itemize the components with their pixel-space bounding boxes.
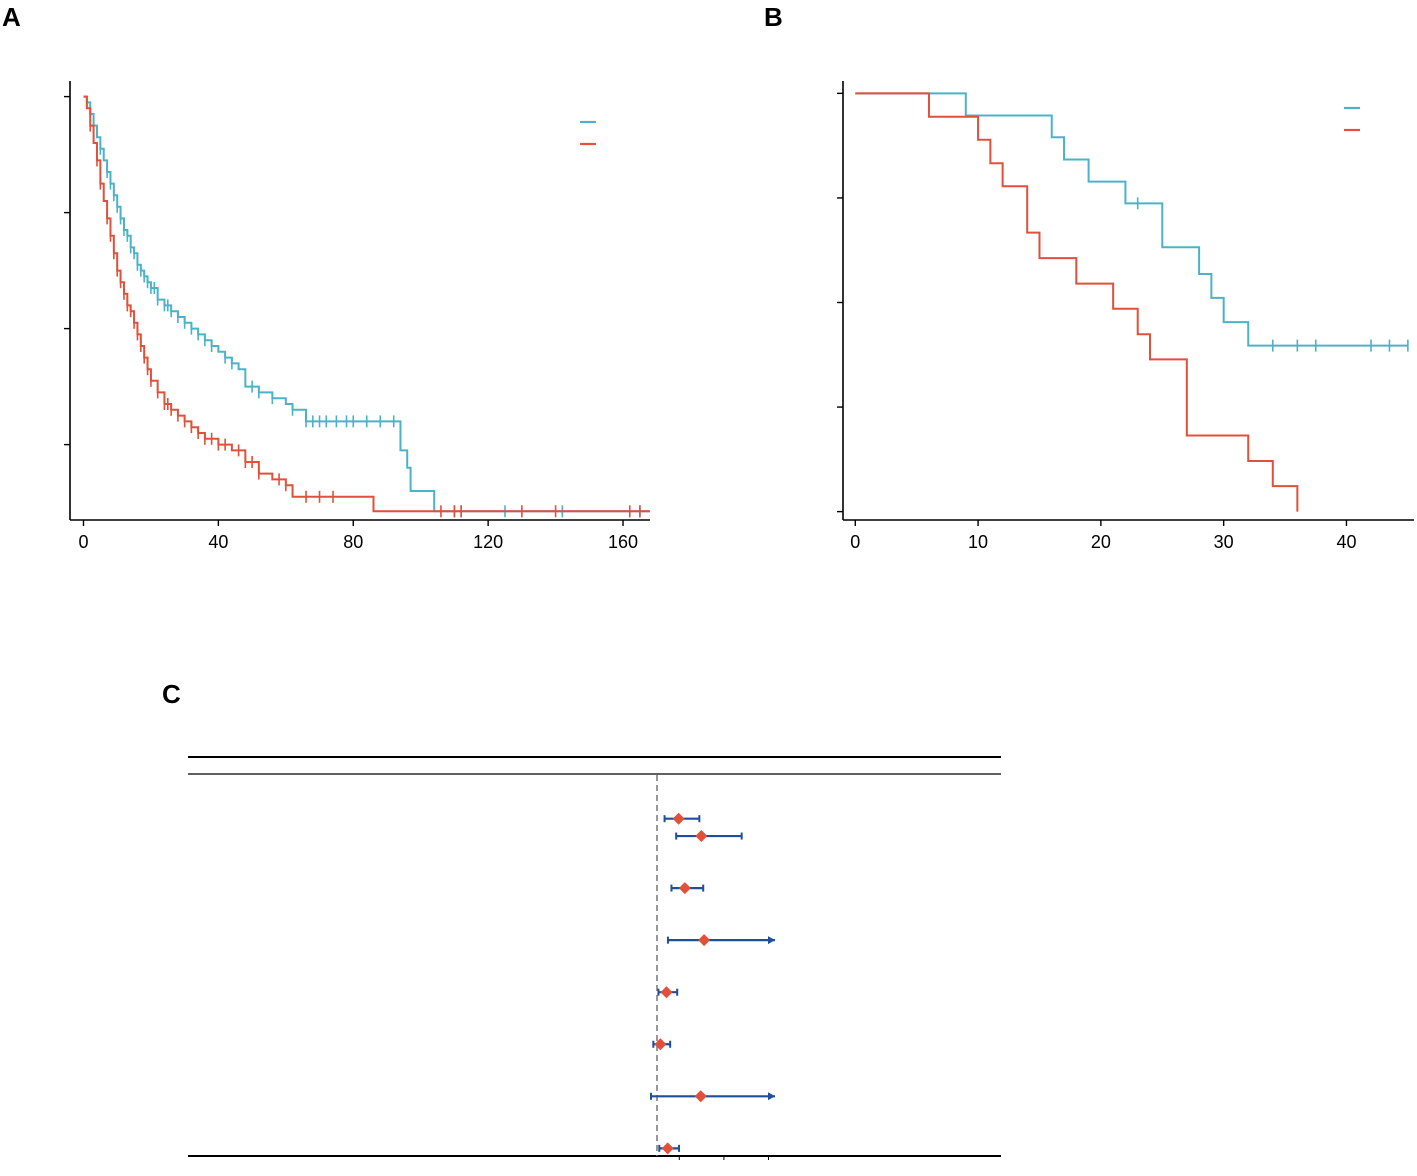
x-tick-label: 40 — [1336, 532, 1356, 552]
hr-point — [695, 830, 708, 843]
x-tick-label: 160 — [608, 532, 638, 552]
hr-point — [660, 986, 673, 999]
survival-curve-high — [855, 92, 1299, 512]
x-tick-label: 120 — [473, 532, 503, 552]
x-tick-label: 0 — [78, 532, 88, 552]
survival-curve-low — [855, 92, 1408, 347]
ci-arrow — [768, 936, 775, 945]
hr-point — [698, 934, 711, 947]
x-tick-label: 30 — [1214, 532, 1234, 552]
panel-label-b: B — [764, 2, 783, 32]
x-tick-label: 0 — [850, 532, 860, 552]
x-tick-label: 20 — [1091, 532, 1111, 552]
ci-arrow — [768, 1092, 775, 1101]
panel-label-c: C — [162, 679, 181, 709]
x-tick-label: 80 — [343, 532, 363, 552]
hr-point — [654, 1038, 667, 1051]
panel-label-a: A — [2, 2, 21, 32]
km-plot-panel-b: 0 10 20 30 40 — [837, 81, 1414, 552]
hr-point — [694, 1090, 707, 1103]
hr-point — [672, 812, 685, 825]
forest-plot — [188, 756, 1001, 1160]
hr-point — [661, 1142, 674, 1155]
km-plot-overall-survival: 0 40 80 120 160 — [64, 81, 650, 552]
x-tick-label: 10 — [968, 532, 988, 552]
hr-point — [678, 882, 691, 895]
x-tick-label: 40 — [208, 532, 228, 552]
